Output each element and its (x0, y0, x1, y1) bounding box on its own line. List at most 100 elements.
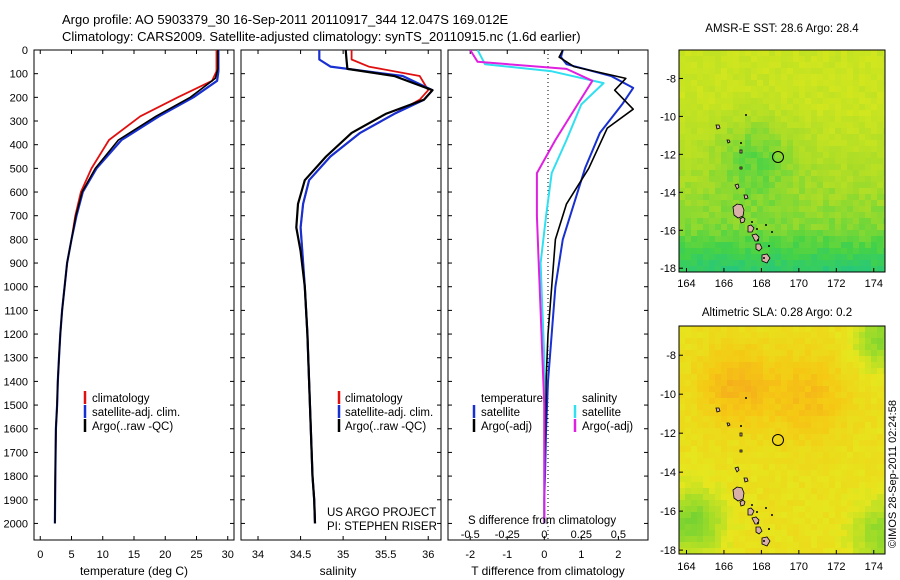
map-cell (799, 206, 806, 213)
map-cell (733, 542, 740, 549)
map-cell (841, 200, 848, 207)
map-cell (721, 68, 728, 75)
map-cell (841, 350, 848, 357)
map-cell (733, 98, 740, 105)
sst-map-islands (715, 114, 773, 264)
map-cell (697, 344, 704, 351)
map-cell (877, 392, 884, 399)
map-cell (775, 530, 782, 537)
map-cell (763, 164, 770, 171)
map-cell (721, 50, 728, 57)
map-cell (679, 98, 686, 105)
map-cell (781, 230, 788, 237)
map-cell (721, 380, 728, 387)
map-cell (847, 248, 854, 255)
map-cell (775, 488, 782, 495)
map-cell (805, 470, 812, 477)
map-cell (811, 236, 818, 243)
map-cell (733, 410, 740, 417)
map-cell (727, 494, 734, 501)
map-cell (835, 422, 842, 429)
map-cell (727, 470, 734, 477)
map-cell (679, 542, 686, 549)
map-cell (739, 374, 746, 381)
map-cell (853, 212, 860, 219)
map-cell (757, 410, 764, 417)
map-cell (841, 242, 848, 249)
map-cell (715, 116, 722, 123)
map-cell (859, 92, 866, 99)
map-cell (883, 512, 885, 519)
map-cell (817, 488, 824, 495)
map-cell (709, 488, 716, 495)
map-cell (829, 80, 836, 87)
difference-ticks: -2 -1 0 1 2-0.5 -0.25 0 0.25 0.5 (448, 49, 648, 561)
map-cell (763, 236, 770, 243)
map-cell (859, 224, 866, 231)
map-cell (721, 470, 728, 477)
map-cell (763, 368, 770, 375)
map-cell (685, 524, 692, 531)
map-cell (691, 386, 698, 393)
map-cell (781, 458, 788, 465)
map-cell (823, 476, 830, 483)
map-cell (703, 266, 710, 272)
map-cell (787, 110, 794, 117)
map-cell (841, 404, 848, 411)
map-cell (853, 500, 860, 507)
map-cell (709, 170, 716, 177)
legend-sal-satellite: satellite (582, 407, 621, 419)
x-tick-label: 34 (252, 549, 264, 561)
map-cell (853, 140, 860, 147)
map-cell (733, 260, 740, 267)
map-cell (841, 392, 848, 399)
map-cell (691, 326, 698, 333)
map-cell (703, 260, 710, 267)
map-cell (865, 458, 872, 465)
map-cell (721, 332, 728, 339)
map-cell (775, 116, 782, 123)
map-cell (883, 62, 885, 69)
depth-tick-label: 1000 (4, 282, 28, 294)
map-cell (865, 374, 872, 381)
island-outline (732, 486, 745, 502)
map-cell (703, 452, 710, 459)
map-cell (727, 158, 734, 165)
island-outline (739, 149, 743, 154)
map-cell (835, 74, 842, 81)
map-cell (787, 428, 794, 435)
map-cell (799, 248, 806, 255)
map-cell (763, 140, 770, 147)
map-cell (685, 152, 692, 159)
map-cell (703, 110, 710, 117)
map-cell (733, 434, 740, 441)
map-cell (769, 212, 776, 219)
map-cell (823, 128, 830, 135)
map-cell (721, 152, 728, 159)
map-cell (709, 536, 716, 543)
map-cell (769, 170, 776, 177)
map-cell (763, 98, 770, 105)
map-cell (829, 512, 836, 519)
map-cell (865, 392, 872, 399)
map-cell (811, 158, 818, 165)
map-cell (841, 206, 848, 213)
map-cell (817, 80, 824, 87)
map-cell (751, 500, 758, 507)
map-cell (745, 500, 752, 507)
map-cell (703, 236, 710, 243)
map-cell (715, 200, 722, 207)
map-cell (859, 242, 866, 249)
map-cell (775, 164, 782, 171)
map-cell (733, 392, 740, 399)
map-cell (697, 74, 704, 81)
map-cell (745, 452, 752, 459)
map-cell (859, 170, 866, 177)
map-cell (829, 242, 836, 249)
map-cell (865, 74, 872, 81)
map-cell (841, 524, 848, 531)
map-cell (715, 266, 722, 272)
map-cell (769, 182, 776, 189)
map-cell (853, 416, 860, 423)
map-cell (745, 62, 752, 69)
